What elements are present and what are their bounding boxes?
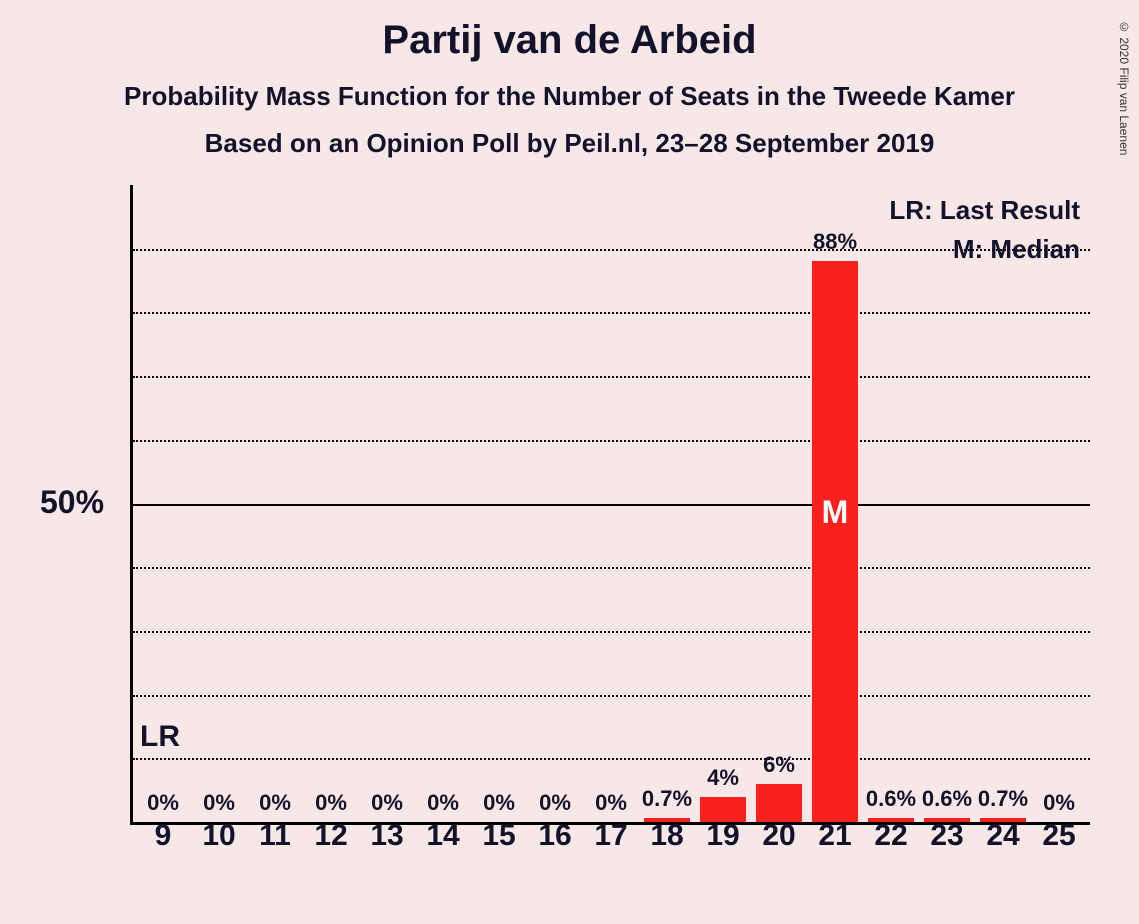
x-axis-tick: 19 xyxy=(696,819,750,853)
bar-value-label: 0.6% xyxy=(864,786,918,812)
x-axis-tick: 23 xyxy=(920,819,974,853)
x-axis-tick: 9 xyxy=(136,819,190,853)
bar-value-label: 0% xyxy=(192,790,246,816)
title-block: Partij van de Arbeid Probability Mass Fu… xyxy=(0,0,1139,159)
bar-value-label: 0% xyxy=(360,790,414,816)
bar-value-label: 0.6% xyxy=(920,786,974,812)
bar-value-label: 0% xyxy=(1032,790,1086,816)
bar-value-label: 0% xyxy=(136,790,190,816)
bar-value-label: 88% xyxy=(808,229,862,255)
plot-area: LR: Last Result M: Median 0%0%0%0%0%0%0%… xyxy=(130,185,1090,825)
x-axis-tick: 25 xyxy=(1032,819,1086,853)
x-axis-tick: 16 xyxy=(528,819,582,853)
x-axis-tick: 17 xyxy=(584,819,638,853)
bar-value-label: 0% xyxy=(304,790,358,816)
bar-value-label: 0% xyxy=(416,790,470,816)
bar-value-label: 0% xyxy=(472,790,526,816)
median-marker: M xyxy=(808,494,862,531)
y-axis-tick-50: 50% xyxy=(40,484,104,521)
bar xyxy=(812,261,858,822)
bar-value-label: 0.7% xyxy=(976,786,1030,812)
x-axis-tick: 22 xyxy=(864,819,918,853)
x-axis-tick: 20 xyxy=(752,819,806,853)
x-axis-tick: 24 xyxy=(976,819,1030,853)
x-axis-tick: 10 xyxy=(192,819,246,853)
bar-value-label: 4% xyxy=(696,765,750,791)
bar-value-label: 0% xyxy=(248,790,302,816)
x-axis-tick: 12 xyxy=(304,819,358,853)
bar-value-label: 0% xyxy=(528,790,582,816)
bar-value-label: 0.7% xyxy=(640,786,694,812)
chart-area: 50% LR: Last Result M: Median 0%0%0%0%0%… xyxy=(40,175,1100,875)
x-axis-tick: 11 xyxy=(248,819,302,853)
chart-subtitle-1: Probability Mass Function for the Number… xyxy=(0,81,1139,112)
x-axis-tick: 18 xyxy=(640,819,694,853)
bar xyxy=(756,784,802,822)
chart-subtitle-2: Based on an Opinion Poll by Peil.nl, 23–… xyxy=(0,128,1139,159)
x-axis-tick: 14 xyxy=(416,819,470,853)
bar-value-label: 6% xyxy=(752,752,806,778)
bars-container: 0%0%0%0%0%0%0%0%0%0.7%4%6%88%M0.6%0.6%0.… xyxy=(130,185,1090,822)
bar-value-label: 0% xyxy=(584,790,638,816)
chart-title: Partij van de Arbeid xyxy=(0,18,1139,63)
lr-marker: LR xyxy=(140,720,180,754)
copyright-text: © 2020 Filip van Laenen xyxy=(1117,20,1131,155)
x-axis-tick: 13 xyxy=(360,819,414,853)
x-axis-tick: 15 xyxy=(472,819,526,853)
x-axis-tick: 21 xyxy=(808,819,862,853)
